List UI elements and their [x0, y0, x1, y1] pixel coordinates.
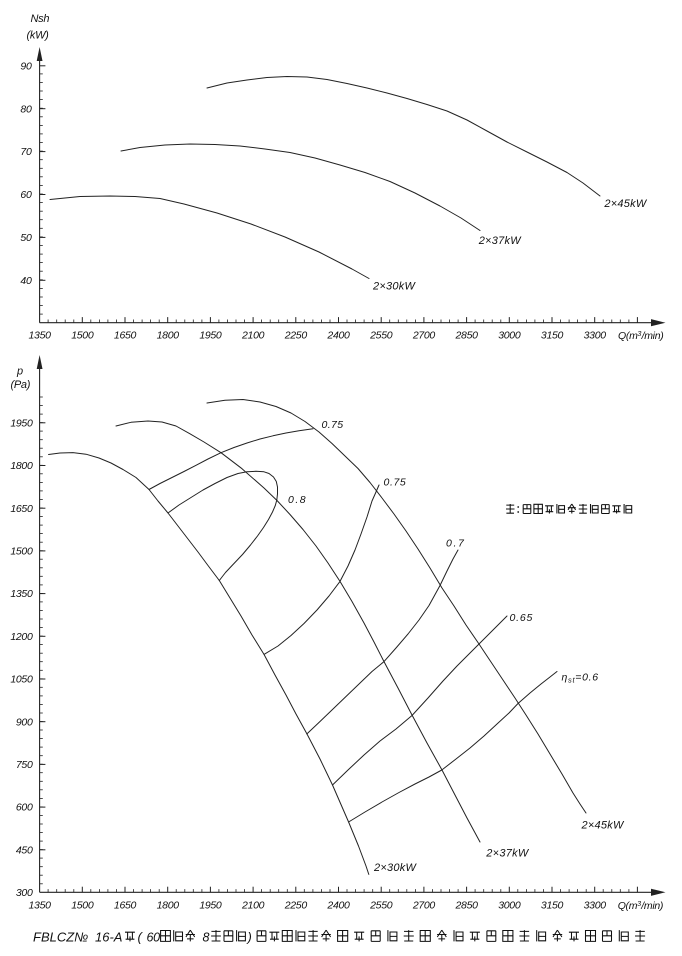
svg-text:3000: 3000	[498, 330, 521, 342]
svg-text:2850: 2850	[455, 330, 479, 342]
svg-text:2×30kW: 2×30kW	[373, 862, 418, 874]
svg-text:8: 8	[203, 931, 210, 945]
svg-text:2400: 2400	[326, 330, 350, 342]
svg-text:Nsh: Nsh	[31, 13, 50, 25]
svg-text:Q(m3/min): Q(m3/min)	[618, 330, 663, 342]
svg-text:60: 60	[20, 189, 32, 201]
svg-text:(: (	[138, 930, 144, 945]
svg-text:3000: 3000	[498, 900, 521, 912]
svg-text:2700: 2700	[412, 900, 436, 912]
svg-text:2×37kW: 2×37kW	[478, 235, 523, 247]
svg-text:(kW): (kW)	[27, 30, 50, 42]
svg-text:600: 600	[16, 802, 33, 814]
svg-text:1500: 1500	[10, 546, 33, 558]
svg-text:1050: 1050	[10, 674, 33, 686]
svg-text:80: 80	[20, 103, 32, 115]
svg-text:0.7: 0.7	[446, 538, 465, 550]
svg-text:2400: 2400	[326, 900, 350, 912]
svg-text:300: 300	[16, 887, 33, 899]
svg-text:(Pa): (Pa)	[11, 379, 31, 391]
svg-text:1200: 1200	[10, 631, 33, 643]
svg-text:1800: 1800	[157, 330, 180, 342]
svg-text:50: 50	[20, 232, 32, 244]
svg-text:p: p	[16, 366, 23, 378]
svg-text:2550: 2550	[369, 330, 393, 342]
svg-text:1650: 1650	[114, 330, 137, 342]
svg-text:2550: 2550	[369, 900, 393, 912]
svg-text:3150: 3150	[541, 900, 564, 912]
svg-text:1500: 1500	[71, 330, 94, 342]
svg-text:40: 40	[20, 275, 32, 287]
svg-text:ηst=0.6: ηst=0.6	[562, 672, 599, 685]
svg-text:60: 60	[147, 931, 161, 945]
svg-text:450: 450	[16, 844, 33, 856]
svg-text:1350: 1350	[10, 588, 33, 600]
svg-text:0.75: 0.75	[384, 477, 407, 489]
svg-text:2×30kW: 2×30kW	[372, 280, 417, 292]
svg-text:1950: 1950	[199, 900, 222, 912]
svg-text:90: 90	[20, 60, 32, 72]
svg-text:1950: 1950	[10, 417, 33, 429]
svg-text:2×37kW: 2×37kW	[485, 848, 530, 860]
svg-text:2×45kW: 2×45kW	[603, 198, 648, 210]
svg-text:16-A: 16-A	[95, 930, 122, 945]
svg-text:): )	[246, 930, 252, 945]
svg-text:750: 750	[16, 759, 33, 771]
svg-text:0.65: 0.65	[510, 612, 534, 624]
svg-text:1950: 1950	[199, 330, 222, 342]
svg-text:2250: 2250	[284, 900, 308, 912]
svg-text:0.8: 0.8	[288, 494, 307, 506]
svg-text:2250: 2250	[284, 330, 308, 342]
svg-text:3300: 3300	[584, 330, 607, 342]
svg-text:2×45kW: 2×45kW	[581, 820, 626, 832]
svg-text:3300: 3300	[584, 900, 607, 912]
svg-text:1800: 1800	[157, 900, 180, 912]
svg-text:FBLCZ№: FBLCZ№	[33, 930, 88, 945]
svg-text:1350: 1350	[29, 900, 52, 912]
svg-text:2100: 2100	[241, 330, 265, 342]
svg-text:3150: 3150	[541, 330, 564, 342]
svg-text:1650: 1650	[10, 503, 33, 515]
svg-text:2700: 2700	[412, 330, 436, 342]
svg-text:1650: 1650	[114, 900, 137, 912]
svg-text:1800: 1800	[10, 460, 33, 472]
svg-text:2100: 2100	[241, 900, 265, 912]
svg-text:Q(m3/min): Q(m3/min)	[618, 900, 663, 912]
svg-text:1500: 1500	[71, 900, 94, 912]
svg-text:70: 70	[20, 146, 32, 158]
svg-text:0.75: 0.75	[322, 419, 344, 431]
svg-text:2850: 2850	[455, 900, 479, 912]
svg-text:900: 900	[16, 716, 33, 728]
svg-text:1350: 1350	[29, 330, 52, 342]
